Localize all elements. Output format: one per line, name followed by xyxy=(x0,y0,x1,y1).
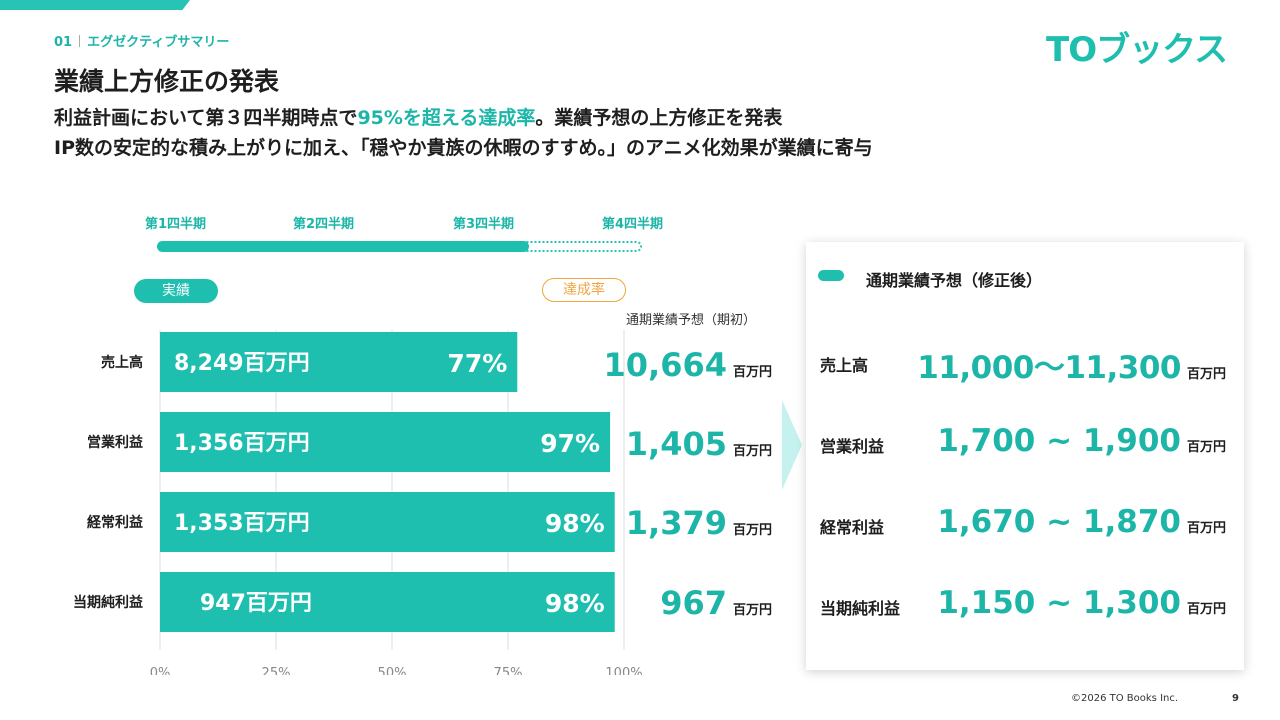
revised-value-net: 1,150 ~ 1,300 百万円 xyxy=(937,585,1226,621)
revised-value-operating-number: 1,700 ~ 1,900 xyxy=(937,423,1181,459)
arrow-right-icon xyxy=(782,400,802,490)
category-label-3: 当期純利益 xyxy=(73,594,143,611)
x-tick-label-0: 0% xyxy=(150,666,171,675)
revised-value-operating-unit: 百万円 xyxy=(1186,440,1226,455)
section-label: 01 エグゼクティブサマリー xyxy=(54,31,229,50)
top-accent-bar xyxy=(0,0,190,10)
initial-forecast-ordinary-unit: 百万円 xyxy=(732,523,772,538)
quarter-label-q3: 第3四半期 xyxy=(453,217,515,232)
rate-label-1: 97% xyxy=(540,429,600,458)
copyright: ©2026 TO Books Inc. xyxy=(1071,693,1179,704)
revised-value-ordinary-unit: 百万円 xyxy=(1186,521,1226,536)
initial-forecast-net: 967 百万円 xyxy=(660,584,772,622)
panel-title-marker xyxy=(818,270,844,281)
category-label-1: 営業利益 xyxy=(87,434,143,451)
revised-value-sales-unit: 百万円 xyxy=(1186,367,1226,382)
initial-forecast-operating: 1,405 百万円 xyxy=(626,425,772,463)
rate-label-0: 77% xyxy=(447,349,507,378)
revised-value-ordinary-number: 1,670 ~ 1,870 xyxy=(937,504,1181,540)
subtitle-1-post: 。業績予想の上方修正を発表 xyxy=(535,107,783,129)
bar-3 xyxy=(160,572,615,632)
achievement-bar-chart: 0% 25% 50% 75% 100% 売上高 8,249百万円 77% 営業利益 1,356百万… xyxy=(73,330,643,675)
page-number: 9 xyxy=(1232,693,1239,704)
revised-value-net-number: 1,150 ~ 1,300 xyxy=(937,585,1181,621)
revised-forecast-panel xyxy=(806,242,1244,670)
quarter-label-q4: 第4四半期 xyxy=(602,217,664,232)
initial-forecast-header: 通期業績予想（期初） xyxy=(626,313,757,328)
initial-forecast-ordinary-value: 1,379 xyxy=(625,504,727,542)
legend-achievement-rate-pill: 達成率 xyxy=(542,278,626,302)
timeline-progress-fill xyxy=(157,241,529,252)
rate-label-2: 98% xyxy=(545,509,605,538)
subtitle-line-2: IP数の安定的な積み上がりに加え、「穏やか貴族の休暇のすすめ。」のアニメ化効果が… xyxy=(54,137,873,159)
section-number: 01 xyxy=(54,35,73,50)
category-label-0: 売上高 xyxy=(101,354,143,371)
revised-value-net-unit: 百万円 xyxy=(1186,602,1226,617)
x-tick-label-3: 75% xyxy=(494,666,523,675)
initial-forecast-operating-unit: 百万円 xyxy=(732,444,772,459)
actual-value-label-0: 8,249百万円 xyxy=(174,351,310,376)
initial-forecast-operating-value: 1,405 xyxy=(625,425,727,463)
company-logo: TOブックス xyxy=(1046,30,1228,70)
x-tick-label-4: 100% xyxy=(605,666,642,675)
revised-label-ordinary: 経常利益 xyxy=(820,518,885,537)
revised-forecast-title: 通期業績予想（修正後） xyxy=(866,271,1043,290)
category-label-2: 経常利益 xyxy=(87,514,143,531)
section-divider xyxy=(79,35,81,47)
x-tick-label-2: 50% xyxy=(378,666,407,675)
actual-value-label-3: 947百万円 xyxy=(200,591,312,616)
page-title: 業績上方修正の発表 xyxy=(54,67,280,96)
initial-forecast-sales-value: 10,664 xyxy=(603,346,727,384)
revised-value-sales: 11,000〜11,300 百万円 xyxy=(917,342,1226,387)
actual-value-label-2: 1,353百万円 xyxy=(174,511,310,536)
revised-value-ordinary: 1,670 ~ 1,870 百万円 xyxy=(937,504,1226,540)
revised-label-sales: 売上高 xyxy=(820,356,869,375)
subtitle-line-1: 利益計画において第３四半期時点で95%を超える達成率。業績予想の上方修正を発表 xyxy=(54,103,782,130)
bar-0 xyxy=(160,332,518,392)
initial-forecast-ordinary: 1,379 百万円 xyxy=(626,504,772,542)
rate-label-3: 98% xyxy=(545,589,605,618)
initial-forecast-net-unit: 百万円 xyxy=(732,603,772,618)
initial-forecast-sales: 10,664 百万円 xyxy=(604,346,773,384)
bar-2 xyxy=(160,492,615,552)
quarter-label-q1: 第1四半期 xyxy=(145,217,207,232)
x-tick-label-1: 25% xyxy=(262,666,291,675)
bar-1 xyxy=(160,412,611,472)
actual-value-label-1: 1,356百万円 xyxy=(174,431,310,456)
initial-forecast-net-value: 967 xyxy=(660,584,727,622)
subtitle-1-highlight: 95%を超える達成率 xyxy=(357,107,536,129)
revised-value-sales-number: 11,000〜11,300 xyxy=(917,350,1181,386)
legend-actual-pill: 実績 xyxy=(134,279,218,303)
section-name: エグゼクティブサマリー xyxy=(87,35,230,50)
initial-forecast-sales-unit: 百万円 xyxy=(732,365,772,380)
revised-label-net: 当期純利益 xyxy=(820,599,901,618)
quarter-label-q2: 第2四半期 xyxy=(293,217,355,232)
revised-label-operating: 営業利益 xyxy=(820,437,885,456)
revised-value-operating: 1,700 ~ 1,900 百万円 xyxy=(937,423,1226,459)
subtitle-1-pre: 利益計画において第３四半期時点で xyxy=(54,107,358,129)
